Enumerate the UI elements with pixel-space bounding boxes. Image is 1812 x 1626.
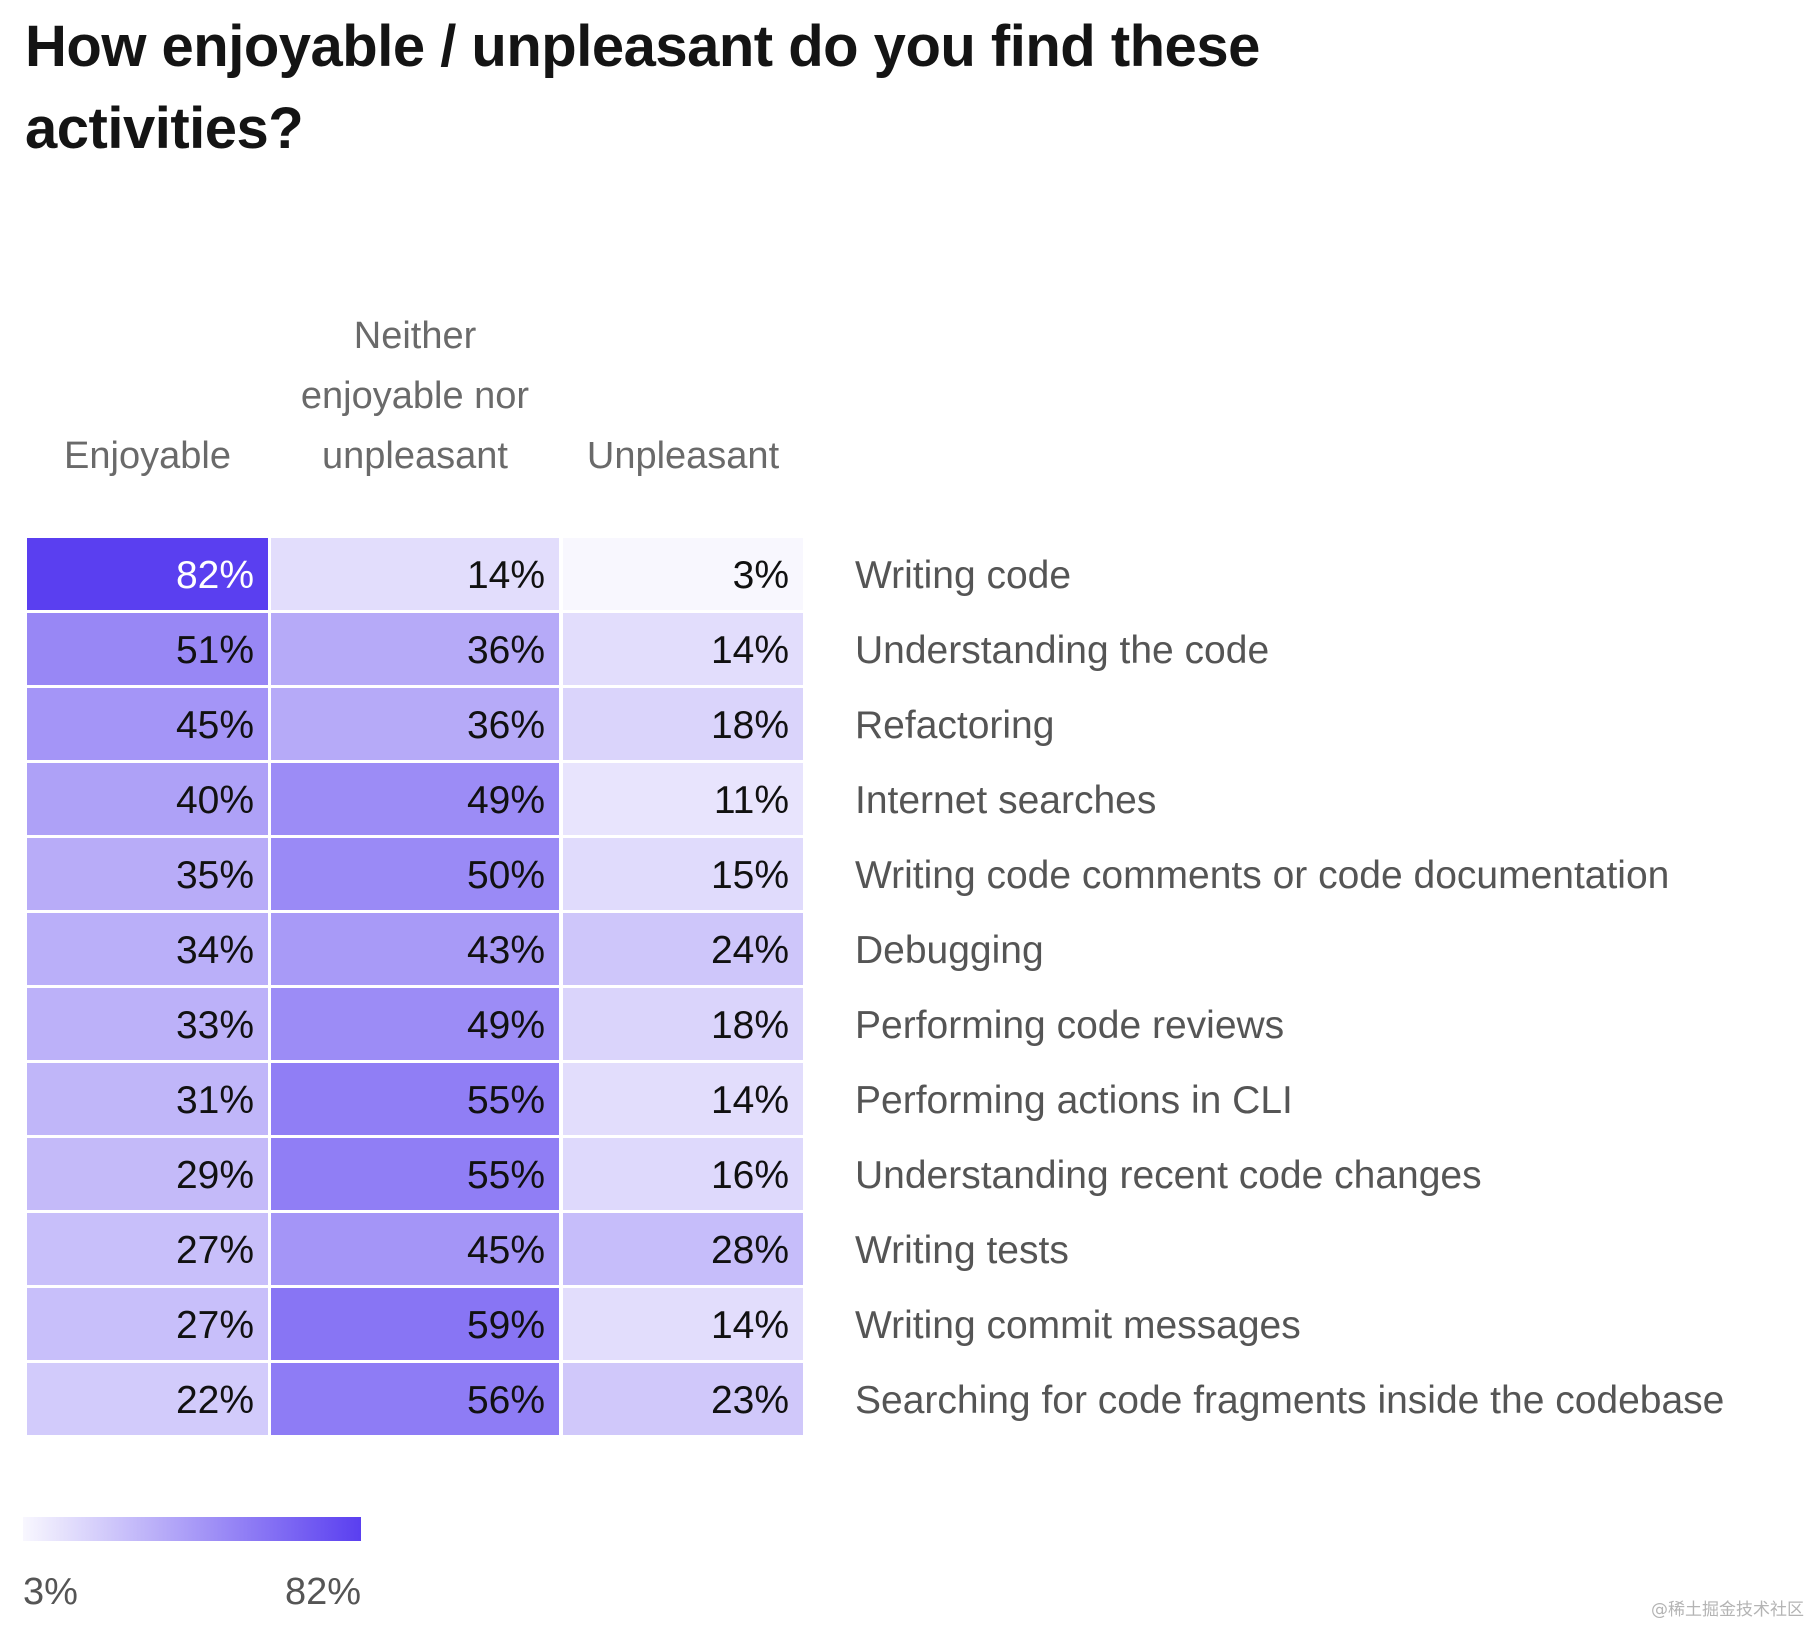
cell-value-label: 55% — [467, 1079, 545, 1122]
cell-value-label: 27% — [176, 1304, 254, 1347]
cell-value-label: 31% — [176, 1079, 254, 1122]
heatmap-cell — [27, 1138, 268, 1210]
heatmap-cell — [27, 538, 268, 610]
column-header-1: Enjoyable — [64, 435, 231, 477]
heatmap-cell — [271, 988, 559, 1060]
cell-value-label: 45% — [176, 704, 254, 747]
heatmap-cell — [27, 1288, 268, 1360]
cell-value-label: 82% — [176, 554, 254, 597]
cell-value-label: 34% — [176, 929, 254, 972]
heatmap-cell — [27, 1363, 268, 1435]
cell-value-label: 43% — [467, 929, 545, 972]
row-label: Understanding the code — [855, 629, 1269, 672]
heatmap-cell — [563, 1063, 803, 1135]
row-labels: Writing code Understanding the code Refact… — [855, 554, 1724, 1422]
heatmap-cell — [563, 1363, 803, 1435]
heatmap-cell — [563, 688, 803, 760]
cell-value-label: 49% — [467, 1004, 545, 1047]
heatmap-cell — [563, 613, 803, 685]
cell-value-label: 33% — [176, 1004, 254, 1047]
heatmap-cell — [27, 613, 268, 685]
heatmap-cell — [27, 838, 268, 910]
row-label: Searching for code fragments inside the … — [855, 1379, 1724, 1422]
heatmap-cells: 82% 14% 3% 51% 36% 14% 45% 36% 18% 40% 49% 11% 35% 50… — [27, 538, 803, 1435]
legend-max-label: 82% — [285, 1571, 361, 1613]
cell-value-label: 45% — [467, 1229, 545, 1272]
heatmap-cell — [563, 1138, 803, 1210]
cell-value-label: 15% — [711, 854, 789, 897]
cell-value-label: 14% — [711, 1304, 789, 1347]
heatmap-cell — [563, 763, 803, 835]
heatmap-cell — [271, 1063, 559, 1135]
cell-value-label: 55% — [467, 1154, 545, 1197]
cell-value-label: 14% — [711, 1079, 789, 1122]
column-header-3: Unpleasant — [587, 435, 780, 477]
heatmap-cell — [27, 763, 268, 835]
cell-value-label: 40% — [176, 779, 254, 822]
heatmap-cell — [271, 913, 559, 985]
row-label: Debugging — [855, 929, 1044, 972]
cell-value-label: 24% — [711, 929, 789, 972]
heatmap-cell — [563, 538, 803, 610]
chart-title: How enjoyable / unpleasant do you find t… — [25, 14, 1260, 161]
cell-value-label: 35% — [176, 854, 254, 897]
heatmap-cell — [27, 913, 268, 985]
cell-value-label: 59% — [467, 1304, 545, 1347]
cell-value-label: 11% — [714, 779, 789, 822]
cell-value-label: 23% — [711, 1379, 789, 1422]
row-label: Writing tests — [855, 1229, 1069, 1272]
cell-value-label: 36% — [467, 629, 545, 672]
row-label: Writing code — [855, 554, 1071, 597]
heatmap-cell — [271, 538, 559, 610]
column-headers: Enjoyable Neither enjoyable nor unpleasant U… — [64, 315, 780, 477]
cell-value-label: 28% — [711, 1229, 789, 1272]
heatmap-cell — [271, 1363, 559, 1435]
heatmap-cell — [563, 1288, 803, 1360]
column-header-2: Neither enjoyable nor unpleasant — [301, 315, 530, 477]
cell-value-label: 3% — [733, 554, 789, 597]
cell-value-label: 51% — [176, 629, 254, 672]
row-label: Performing actions in CLI — [855, 1079, 1293, 1122]
cell-value-label: 36% — [467, 704, 545, 747]
cell-value-label: 14% — [467, 554, 545, 597]
heatmap-cell — [563, 1213, 803, 1285]
cell-value-label: 56% — [467, 1379, 545, 1422]
heatmap-cell — [563, 838, 803, 910]
cell-value-label: 14% — [711, 629, 789, 672]
row-label: Writing commit messages — [855, 1304, 1301, 1347]
watermark: @稀土掘金技术社区 — [1651, 1600, 1804, 1620]
color-legend: 3% 82% — [23, 1517, 361, 1613]
heatmap-cell — [271, 1138, 559, 1210]
heatmap-cell — [27, 1213, 268, 1285]
cell-value-label: 27% — [176, 1229, 254, 1272]
row-label: Refactoring — [855, 704, 1054, 747]
heatmap-cell — [27, 1063, 268, 1135]
heatmap-cell — [563, 913, 803, 985]
row-label: Understanding recent code changes — [855, 1154, 1482, 1197]
cell-value-label: 18% — [711, 704, 789, 747]
row-label: Performing code reviews — [855, 1004, 1284, 1047]
legend-gradient-bar — [23, 1517, 361, 1541]
row-label: Internet searches — [855, 779, 1156, 822]
heatmap-cell — [271, 613, 559, 685]
cell-value-label: 16% — [711, 1154, 789, 1197]
heatmap-cell — [271, 838, 559, 910]
heatmap-cell — [271, 688, 559, 760]
heatmap-cell — [271, 763, 559, 835]
heatmap-cell — [271, 1288, 559, 1360]
cell-value-label: 29% — [176, 1154, 254, 1197]
cell-value-label: 50% — [467, 854, 545, 897]
heatmap-cell — [563, 988, 803, 1060]
heatmap-cell — [27, 988, 268, 1060]
cell-value-label: 49% — [467, 779, 545, 822]
row-label: Writing code comments or code documentat… — [855, 854, 1669, 897]
cell-value-label: 22% — [176, 1379, 254, 1422]
legend-min-label: 3% — [23, 1571, 78, 1613]
cell-value-label: 18% — [711, 1004, 789, 1047]
heatmap-cell — [271, 1213, 559, 1285]
heatmap-cell — [27, 688, 268, 760]
